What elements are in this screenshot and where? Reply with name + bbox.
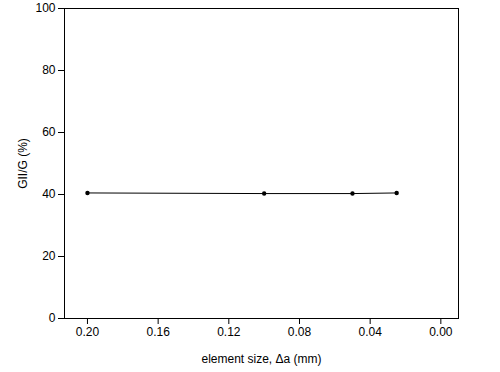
svg-text:0.16: 0.16 — [146, 325, 170, 339]
svg-text:60: 60 — [42, 125, 56, 139]
svg-text:element size, Δa (mm): element size, Δa (mm) — [201, 352, 321, 366]
svg-text:80: 80 — [42, 63, 56, 77]
svg-text:0.00: 0.00 — [429, 325, 453, 339]
svg-text:0.12: 0.12 — [217, 325, 241, 339]
svg-text:100: 100 — [35, 1, 55, 15]
svg-text:0.04: 0.04 — [358, 325, 382, 339]
svg-text:20: 20 — [42, 249, 56, 263]
svg-text:0.08: 0.08 — [288, 325, 312, 339]
svg-text:0: 0 — [49, 311, 56, 325]
svg-text:0.20: 0.20 — [76, 325, 100, 339]
svg-text:40: 40 — [42, 187, 56, 201]
svg-text:GII/G (%): GII/G (%) — [16, 138, 30, 189]
